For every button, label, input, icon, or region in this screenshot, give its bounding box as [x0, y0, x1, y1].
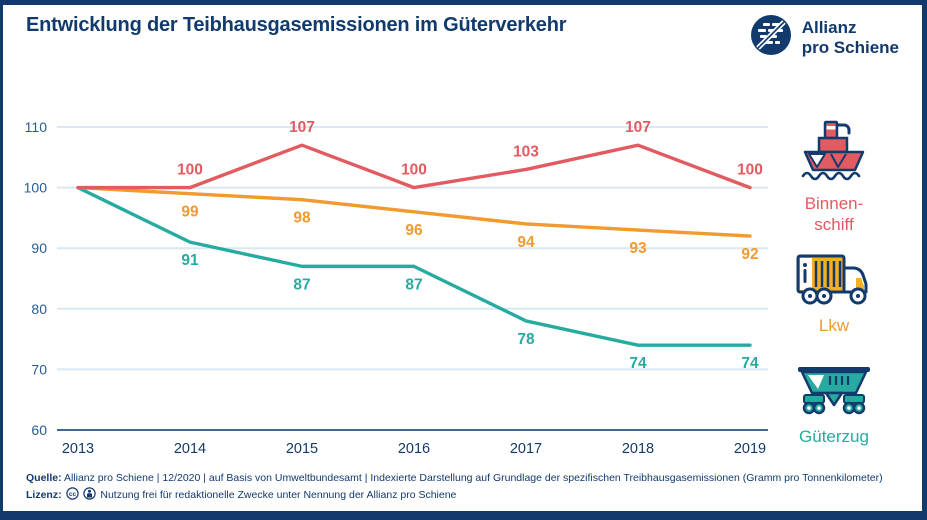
- svg-text:80: 80: [31, 301, 47, 317]
- footer: Quelle: Allianz pro Schiene | 12/2020 | …: [26, 471, 906, 506]
- svg-text:110: 110: [25, 119, 48, 135]
- svg-text:60: 60: [31, 422, 47, 438]
- svg-text:100: 100: [737, 162, 763, 179]
- svg-text:100: 100: [24, 180, 48, 196]
- license-label: Lizenz:: [26, 488, 62, 501]
- svg-text:78: 78: [517, 331, 535, 348]
- freight-wagon-icon: [796, 363, 872, 422]
- svg-text:100: 100: [401, 162, 427, 179]
- svg-text:91: 91: [181, 252, 199, 269]
- license-line: Lizenz: cc Nutzung frei für redaktionell…: [26, 487, 906, 506]
- ship-icon: [801, 112, 867, 189]
- svg-text:98: 98: [293, 210, 311, 227]
- svg-text:90: 90: [31, 240, 47, 256]
- svg-text:99: 99: [181, 204, 199, 221]
- svg-text:92: 92: [741, 246, 758, 263]
- railway-logo-icon: [749, 13, 793, 62]
- logo-text-line1: Allianz: [801, 18, 857, 38]
- legend-label-binnenschiff: Binnen- schiff: [804, 194, 864, 234]
- cc-icon: cc: [65, 487, 82, 503]
- svg-text:107: 107: [289, 119, 315, 136]
- svg-text:cc: cc: [68, 491, 76, 498]
- logo-text-line2: pro Schiene: [801, 37, 899, 57]
- svg-text:74: 74: [629, 355, 647, 372]
- svg-text:94: 94: [517, 234, 535, 251]
- svg-text:2016: 2016: [398, 441, 430, 457]
- svg-text:103: 103: [513, 143, 539, 160]
- svg-text:70: 70: [31, 361, 47, 377]
- svg-text:2013: 2013: [62, 441, 94, 457]
- svg-text:87: 87: [405, 276, 422, 293]
- svg-text:96: 96: [405, 222, 423, 239]
- source-text: Allianz pro Schiene | 12/2020 | auf Basi…: [63, 472, 883, 484]
- svg-text:87: 87: [293, 276, 310, 293]
- truck-icon: [796, 252, 872, 311]
- legend-item-lkw: Lkw: [796, 252, 872, 337]
- svg-text:74: 74: [741, 355, 759, 372]
- svg-text:100: 100: [177, 162, 203, 179]
- legend-item-gueterzug: Güterzug: [796, 363, 872, 448]
- legend-label-gueterzug: Güterzug: [799, 427, 869, 447]
- license-text: Nutzung frei für redaktionelle Zwecke un…: [100, 488, 457, 501]
- svg-text:2014: 2014: [174, 441, 206, 457]
- svg-text:2019: 2019: [734, 441, 766, 457]
- by-icon: [83, 487, 99, 503]
- svg-text:2015: 2015: [286, 441, 318, 457]
- svg-text:2017: 2017: [510, 441, 542, 457]
- logo-text: Allianz pro Schiene: [802, 18, 899, 56]
- chart-legend: Binnen- schiff: [784, 110, 884, 448]
- source-line: Quelle: Allianz pro Schiene | 12/2020 | …: [26, 471, 906, 487]
- page-title: Entwicklung der Teibhausgasemissionen im…: [26, 14, 567, 36]
- svg-text:93: 93: [629, 240, 647, 257]
- svg-text:2018: 2018: [622, 441, 654, 457]
- source-label: Quelle:: [26, 472, 62, 484]
- allianz-pro-schiene-logo: Allianz pro Schiene: [749, 13, 899, 62]
- svg-text:107: 107: [625, 119, 651, 136]
- legend-item-binnenschiff: Binnen- schiff: [801, 112, 867, 235]
- legend-label-lkw: Lkw: [818, 316, 850, 336]
